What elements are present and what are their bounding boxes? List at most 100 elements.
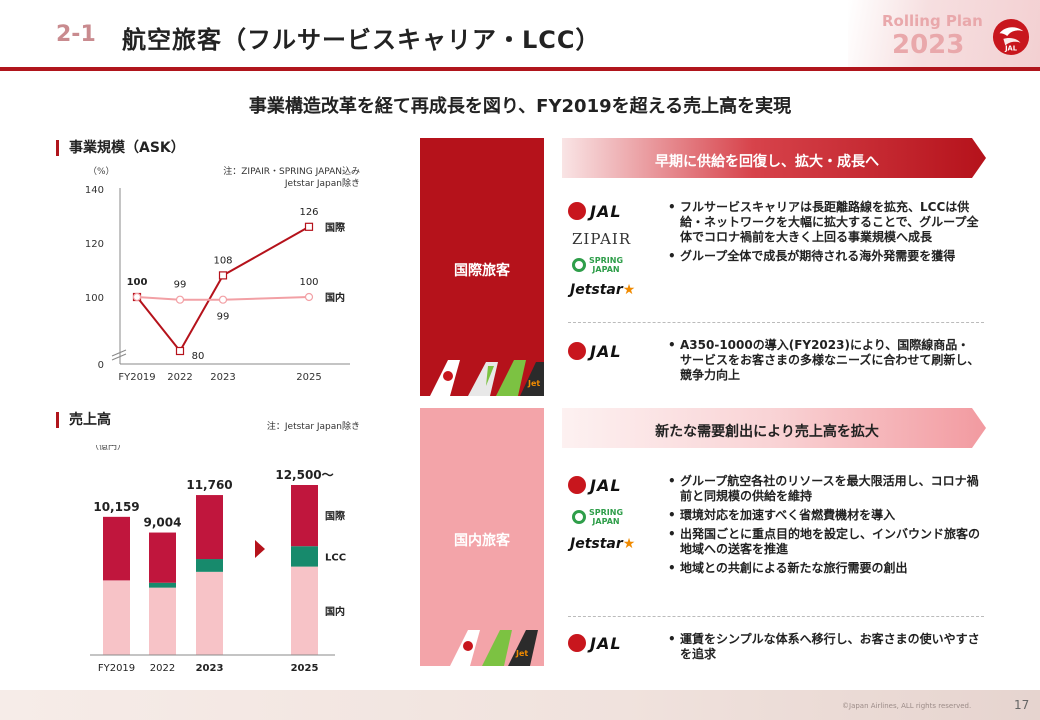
spring-japan-logo-2: SPRING JAPAN [572, 508, 623, 526]
revenue-bars: 10,159 FY2019 9,004 2022 11,760 2023 12,500～ 20… [90, 468, 346, 674]
ask-data-label: 80 [192, 351, 205, 362]
jal-crane-icon [568, 634, 586, 652]
header-rule [0, 67, 1040, 71]
ask-point-international [304, 222, 314, 231]
slide-header: 2-1 航空旅客（フルサービスキャリア・LCC） Rolling Plan 20… [0, 0, 1040, 71]
ask-axis-break [111, 349, 127, 357]
ask-data-label: 99 [217, 312, 230, 323]
ask-x-tick-label: 2023 [210, 372, 235, 383]
ask-series-name: 国際 [325, 221, 345, 234]
spring-leaf-icon [572, 510, 586, 524]
ask-axis: 0 100 120 140 FY2019 2022 2023 2025 [85, 185, 350, 383]
international-banner-shape [562, 138, 986, 178]
jal-logo-text: JAL [590, 342, 622, 361]
footer-bar [0, 690, 1040, 720]
revenue-bar-segment [196, 571, 223, 655]
ask-series-line [136, 296, 310, 301]
international-panel: 国際旅客 Jet [420, 138, 544, 396]
ask-series-line [136, 225, 310, 353]
aircraft-tails-icon: Jet [450, 630, 538, 666]
revenue-bar-segment [196, 559, 223, 572]
revenue-bar-segment [291, 485, 318, 547]
ask-note: 注：ZIPAIR・SPRING JAPAN込み Jetstar Japan除き [176, 166, 360, 190]
domestic-banner: 新たな需要創出により売上高を拡大 [655, 424, 879, 440]
revenue-series-name: 国際 [325, 510, 345, 523]
revenue-x-tick-label: 2025 [291, 663, 319, 674]
ask-data-label: 100 [299, 277, 318, 288]
ask-point-domestic [175, 295, 185, 304]
domestic-label: 国内旅客 [454, 533, 510, 549]
jal-logo-text: JAL [590, 634, 622, 653]
ask-series-name: 国内 [325, 291, 345, 304]
page-number: 17 [1014, 698, 1030, 712]
rolling-plan-year: 2023 [892, 30, 965, 60]
revenue-bar-segment [103, 516, 130, 581]
ask-y-tick-label: 0 [98, 360, 104, 371]
ask-point-domestic [218, 295, 228, 304]
international-banner: 早期に供給を回復し、拡大・成長へ [655, 154, 879, 170]
ask-x-tick-label: 2022 [167, 372, 192, 383]
jal-logo-2: JAL [568, 342, 622, 361]
international-bullet-item: A350-1000の導入(FY2023)により、国際線商品・サービスをお客さまの… [668, 338, 980, 383]
jal-logo: JAL [568, 202, 622, 221]
svg-text:Jet: Jet [527, 379, 540, 388]
ask-data-label: 99 [174, 280, 187, 291]
ask-point-domestic [132, 292, 142, 302]
revenue-bar-segment [291, 566, 318, 655]
jetstar-star-icon: ★ [622, 536, 636, 552]
revenue-bar-segment [291, 546, 318, 567]
ask-y-tick-label: 120 [85, 239, 104, 250]
aircraft-tails-icon: Jet [430, 360, 544, 396]
rolling-plan-label: Rolling Plan [882, 12, 983, 30]
domestic-bullet-item: 地域との共創による新たな旅行需要の創出 [668, 561, 980, 576]
domestic-bullet-item: グループ航空各社のリソースを最大限活用し、コロナ禍前と同規模の供給を維持 [668, 474, 980, 504]
revenue-note: 注：Jetstar Japan除き [266, 422, 360, 432]
ask-note-line1: 注：ZIPAIR・SPRING JAPAN込み [223, 167, 360, 177]
ask-y-tick-label: 100 [85, 293, 104, 304]
international-bullets-2: A350-1000の導入(FY2023)により、国際線商品・サービスをお客さまの… [668, 338, 980, 387]
domestic-banner-shape [562, 408, 986, 448]
revenue-bar-segment [103, 580, 130, 655]
slide-title: 航空旅客（フルサービスキャリア・LCC） [122, 26, 601, 54]
jal-crane-logo-icon: JAL [992, 18, 1030, 56]
ask-point-international [175, 346, 185, 356]
jal-crane-icon [568, 342, 586, 360]
jetstar-logo-text: Jetstar [570, 282, 623, 298]
ask-line-chart: （%） 0 100 120 140 FY2019 2022 2023 2025 100 80 10… [85, 166, 350, 383]
ask-x-tick-label: FY2019 [118, 372, 155, 383]
domestic-bullet-item: 出発国ごとに重点目的地を設定し、インバウンド旅客の地域への送客を推進 [668, 527, 980, 557]
ask-axis-break [111, 353, 127, 361]
ask-y-tick-label: 140 [85, 185, 104, 196]
jal-logo-3: JAL [568, 476, 622, 495]
ask-data-label: 126 [299, 207, 318, 218]
jal-crane-icon [568, 476, 586, 494]
revenue-series-name: 国内 [325, 605, 345, 618]
revenue-bar-segment [196, 495, 223, 560]
revenue-bar-segment [149, 532, 176, 583]
ask-unit-label: （%） [88, 166, 115, 177]
jetstar-star-icon: ★ [622, 282, 636, 298]
revenue-unit-label: （億円） [90, 445, 126, 452]
spring-leaf-icon [572, 258, 586, 272]
international-bullet-item: フルサービスキャリアは長距離路線を拡充、LCCは供給・ネットワークを大幅に拡大す… [668, 200, 980, 245]
jal-crane-icon [568, 202, 586, 220]
jal-logo-4: JAL [568, 634, 622, 653]
revenue-total-label: 12,500～ [275, 468, 333, 482]
international-divider [568, 322, 984, 323]
copyright: ©Japan Airlines, ALL rights reserved. [842, 702, 972, 710]
jetstar-logo-2: Jetstar★ [570, 536, 635, 552]
ask-section-title: 事業規模（ASK） [56, 140, 185, 156]
headline: 事業構造改革を経て再成長を図り、FY2019を超える売上高を実現 [248, 96, 792, 117]
arrow-right-icon [255, 540, 265, 558]
ask-x-tick-label: 2025 [296, 372, 321, 383]
ask-point-domestic [304, 292, 314, 302]
spring-logo-line1: SPRING [589, 508, 624, 517]
domestic-bullet-item: 運賃をシンプルな体系へ移行し、お客さまの使いやすさを追求 [668, 632, 980, 662]
jetstar-logo-text: Jetstar [570, 536, 623, 552]
international-label: 国際旅客 [454, 263, 510, 279]
ask-lines: 100 80 108 126 国際 99 99 100 国内 [127, 207, 345, 362]
revenue-section-title: 売上高 [56, 412, 111, 428]
spring-logo-line2: JAPAN [592, 517, 620, 526]
spring-japan-logo: SPRING JAPAN [572, 256, 623, 274]
revenue-total-label: 11,760 [186, 478, 232, 492]
